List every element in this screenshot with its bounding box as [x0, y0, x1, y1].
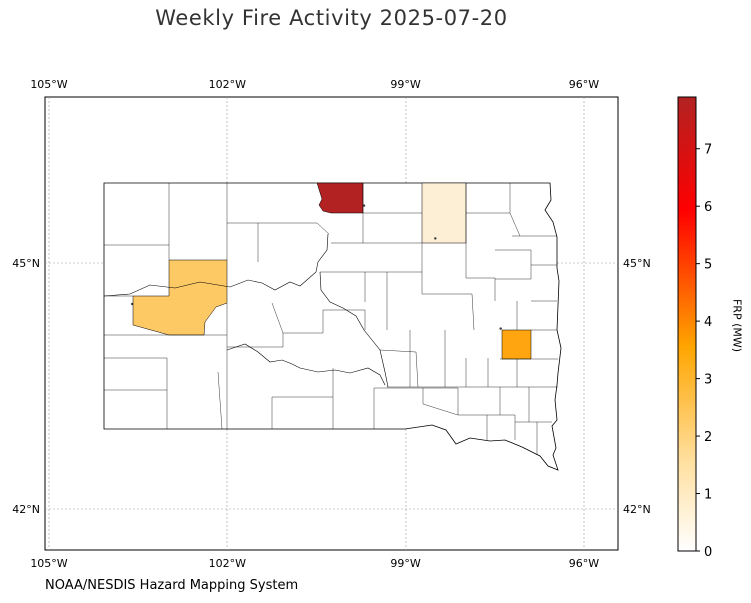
colorbar-tick-label: 5: [704, 258, 712, 273]
lon-label: 99°W: [390, 78, 420, 91]
lon-label: 102°W: [209, 78, 246, 91]
lon-label: 99°W: [390, 557, 420, 570]
lon-label: 105°W: [30, 78, 67, 91]
lon-label: 105°W: [30, 557, 67, 570]
fire-point: [434, 237, 437, 240]
shaded-counties: [132, 182, 532, 360]
lat-label: 45°N: [623, 257, 651, 270]
lon-label: 102°W: [209, 557, 246, 570]
lat-labels-left: 45°N 42°N: [12, 257, 40, 516]
state-outline: [103, 182, 562, 471]
colorbar-tick-label: 1: [704, 488, 712, 503]
lat-label: 42°N: [12, 503, 40, 516]
county-kingsbury: [501, 329, 532, 360]
colorbar-tick-label: 4: [704, 315, 712, 330]
county-campbell: [316, 182, 364, 214]
fire-point: [499, 327, 502, 330]
lat-label: 42°N: [623, 503, 651, 516]
colorbar-label-box: FRP (MW): [729, 297, 744, 357]
rivers: [103, 233, 389, 388]
fire-point: [362, 204, 366, 207]
lon-label: 96°W: [569, 557, 599, 570]
chart-title: Weekly Fire Activity 2025-07-20: [155, 6, 508, 30]
lon-labels-top: 105°W 102°W 99°W 96°W: [30, 78, 599, 91]
colorbar-tick-label: 7: [704, 143, 712, 158]
fire-point: [131, 302, 134, 306]
source-credit: NOAA/NESDIS Hazard Mapping System: [45, 578, 299, 593]
colorbar-tick-label: 6: [704, 200, 712, 215]
colorbar-tick-label: 0: [704, 545, 712, 560]
colorbar-label: FRP (MW): [730, 298, 744, 353]
lon-label: 96°W: [569, 78, 599, 91]
county-boundaries: [104, 183, 558, 455]
colorbar-ticks: 0 1 2 3 4 5 6 7: [696, 143, 712, 560]
colorbar: [677, 96, 697, 552]
fire-points: [131, 204, 502, 330]
lat-labels-right: 45°N 42°N: [623, 257, 651, 516]
colorbar-tick-label: 2: [704, 430, 712, 445]
county-mcpherson: [421, 182, 467, 244]
lat-label: 45°N: [12, 257, 40, 270]
lon-labels-bottom: 105°W 102°W 99°W 96°W: [30, 557, 599, 570]
colorbar-tick-label: 3: [704, 373, 712, 388]
